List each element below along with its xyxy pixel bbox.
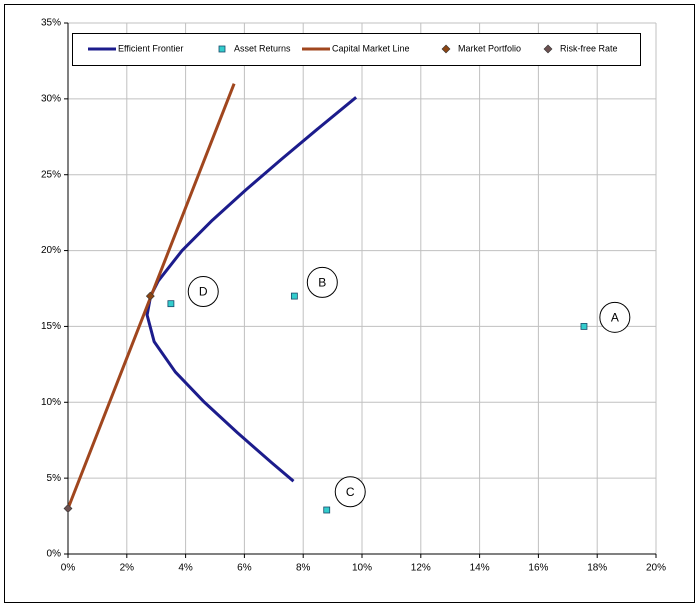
y-tick-label: 35% (41, 18, 61, 29)
y-tick-label: 25% (41, 169, 61, 180)
annotation-label: D (199, 285, 208, 299)
asset-point (580, 323, 588, 330)
diamond-point (63, 504, 73, 513)
legend-label: Market Portfolio (458, 43, 521, 53)
annotation-circle (306, 266, 338, 298)
x-tick-label: 2% (120, 563, 135, 574)
legend-swatch (218, 45, 226, 53)
chart-frame (4, 4, 695, 603)
y-tick-label: 30% (41, 93, 61, 104)
annotation-label: C (346, 485, 355, 499)
x-tick-label: 8% (296, 563, 311, 574)
x-tick-label: 12% (411, 563, 431, 574)
x-tick-label: 18% (587, 563, 607, 574)
legend-swatch (543, 44, 553, 54)
legend-label: Risk-free Rate (560, 43, 618, 53)
y-tick-label: 10% (41, 397, 61, 408)
x-tick-label: 6% (237, 563, 252, 574)
legend-label: Capital Market Line (332, 43, 410, 53)
annotation-circle (187, 276, 219, 308)
y-tick-label: 5% (47, 473, 62, 484)
legend-label: Efficient Frontier (118, 43, 183, 53)
x-tick-label: 4% (178, 563, 193, 574)
asset-point (167, 300, 175, 308)
x-tick-label: 10% (352, 563, 372, 574)
annotation-circle (599, 301, 631, 333)
annotation-label: B (318, 276, 326, 290)
legend-swatch (441, 44, 451, 54)
asset-point (323, 506, 331, 514)
y-tick-label: 20% (41, 245, 61, 256)
legend-label: Asset Returns (234, 43, 291, 53)
diamond-point (145, 291, 155, 301)
annotation-circle (334, 476, 366, 508)
x-tick-label: 20% (646, 563, 666, 574)
x-tick-label: 0% (61, 563, 76, 574)
x-tick-label: 16% (528, 563, 548, 574)
asset-point (290, 292, 298, 300)
y-tick-label: 0% (47, 549, 62, 560)
x-tick-label: 14% (470, 563, 490, 574)
annotation-label: A (611, 310, 619, 324)
y-tick-label: 15% (41, 321, 61, 332)
